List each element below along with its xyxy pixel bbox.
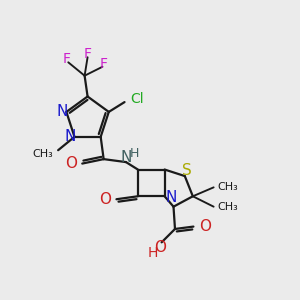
Text: CH₃: CH₃ — [32, 149, 53, 159]
Text: N: N — [120, 150, 132, 165]
Text: S: S — [182, 163, 191, 178]
Text: N: N — [57, 104, 68, 119]
Text: O: O — [99, 192, 111, 207]
Text: H: H — [129, 147, 139, 160]
Text: N: N — [65, 129, 76, 144]
Text: CH₃: CH₃ — [217, 202, 238, 212]
Text: CH₃: CH₃ — [217, 182, 238, 192]
Text: O: O — [199, 219, 211, 234]
Text: N: N — [166, 190, 177, 205]
Text: O: O — [154, 240, 166, 255]
Text: O: O — [65, 156, 77, 171]
Text: F: F — [100, 57, 108, 71]
Text: F: F — [63, 52, 71, 66]
Text: F: F — [84, 47, 92, 61]
Text: Cl: Cl — [130, 92, 144, 106]
Text: H: H — [148, 246, 158, 260]
